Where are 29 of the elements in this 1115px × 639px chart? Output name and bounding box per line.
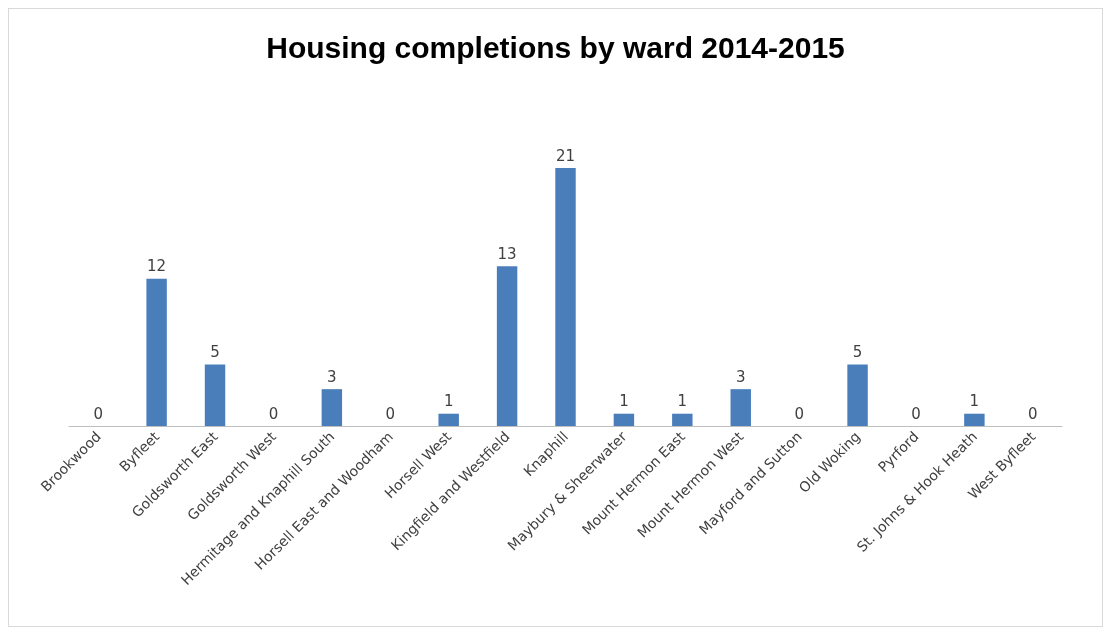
- data-label: 1: [619, 392, 629, 411]
- data-label: 0: [1028, 404, 1038, 423]
- bar: [146, 278, 167, 426]
- data-label: 1: [969, 392, 980, 411]
- bar: [613, 413, 635, 426]
- bar: [847, 364, 868, 426]
- chart-title: Housing completions by ward 2014-2015: [266, 30, 845, 64]
- bar: [496, 266, 518, 426]
- bar: [555, 168, 576, 426]
- bar: [321, 389, 343, 426]
- data-label: 5: [852, 343, 863, 362]
- data-label: 3: [327, 367, 337, 386]
- data-label: 0: [794, 404, 804, 423]
- data-label: 3: [735, 367, 746, 386]
- bar: [964, 413, 985, 426]
- data-label: 0: [93, 404, 103, 423]
- data-label: 12: [147, 257, 167, 276]
- data-label: 13: [497, 244, 517, 263]
- bar: [438, 413, 459, 426]
- data-label: 21: [555, 146, 576, 165]
- data-label: 0: [268, 404, 279, 423]
- data-label: 0: [385, 404, 396, 423]
- data-label: 1: [443, 392, 454, 411]
- bar: [672, 413, 693, 426]
- data-label: 5: [210, 343, 220, 362]
- bar: [730, 389, 751, 426]
- bar: [204, 364, 226, 426]
- data-label: 0: [911, 404, 921, 423]
- data-label: 1: [677, 392, 688, 411]
